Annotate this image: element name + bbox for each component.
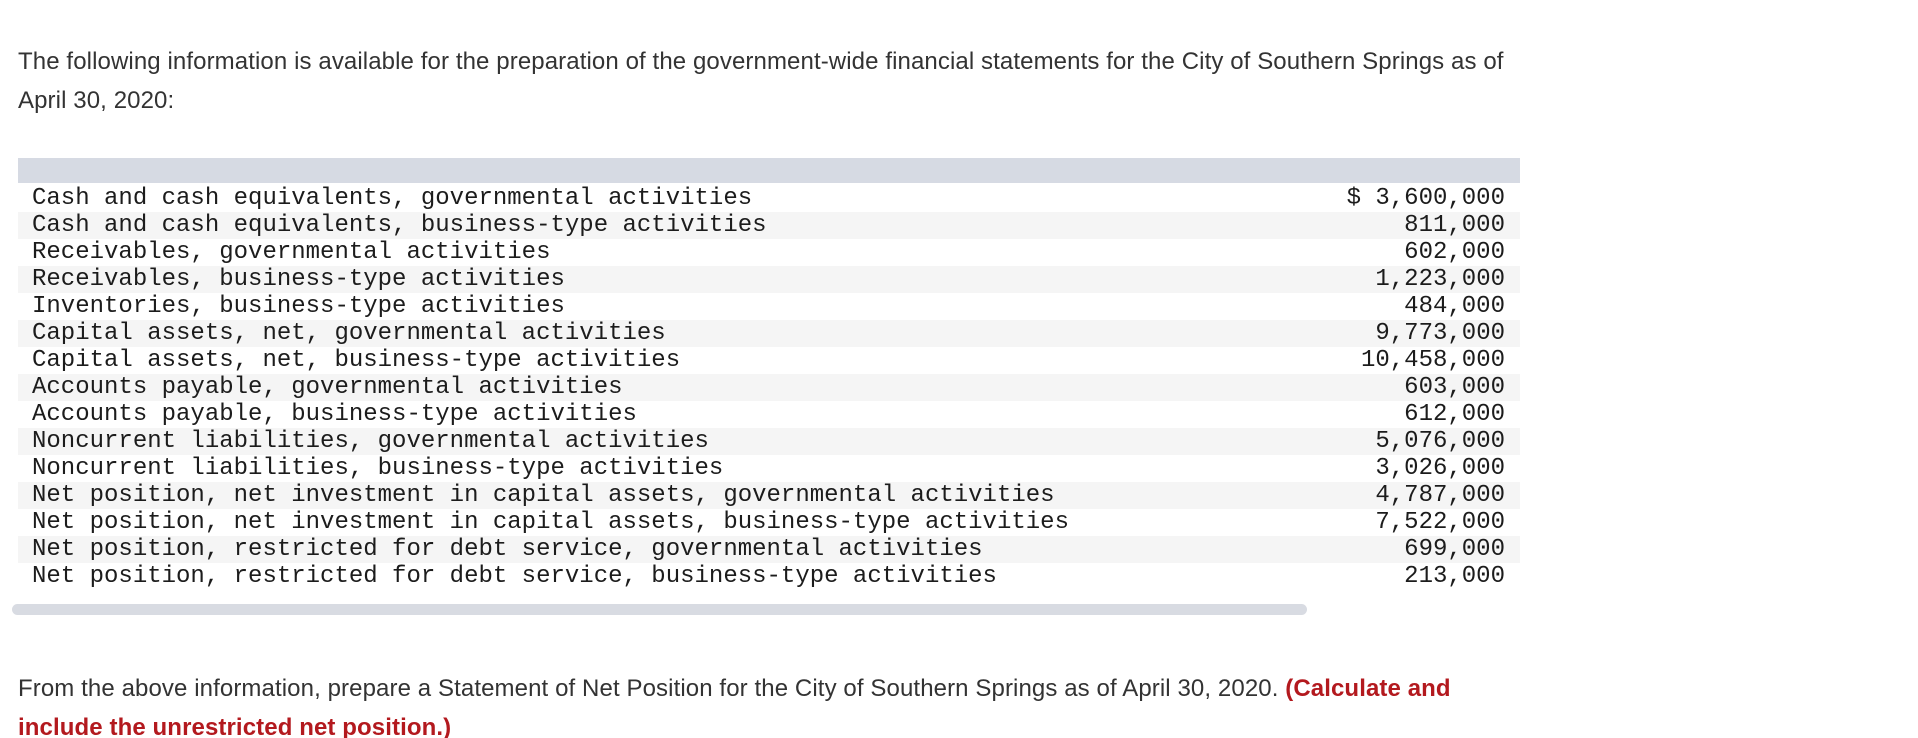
table-row: Net position, restricted for debt servic… <box>18 536 1520 563</box>
instruction-emphasis-red: (Calculate and include the unrestricted … <box>18 675 1451 738</box>
table-body: Cash and cash equivalents, governmental … <box>18 185 1520 590</box>
row-label: Net position, restricted for debt servic… <box>32 563 997 590</box>
row-value: 811,000 <box>1404 212 1505 239</box>
row-label: Accounts payable, business-type activiti… <box>32 401 637 428</box>
row-value: 602,000 <box>1404 239 1505 266</box>
financial-data-table: Cash and cash equivalents, governmental … <box>12 158 1520 615</box>
row-label: Net position, net investment in capital … <box>32 509 1069 536</box>
row-value: 4,787,000 <box>1375 482 1505 509</box>
row-value: 3,026,000 <box>1375 455 1505 482</box>
row-value: 603,000 <box>1404 374 1505 401</box>
row-label: Noncurrent liabilities, business-type ac… <box>32 455 724 482</box>
table-row: Accounts payable, business-type activiti… <box>18 401 1520 428</box>
table-row: Receivables, business-type activities 1,2… <box>18 266 1520 293</box>
row-value: 7,522,000 <box>1375 509 1505 536</box>
row-label: Inventories, business-type activities <box>32 293 565 320</box>
row-value: 699,000 <box>1404 536 1505 563</box>
table-row: Cash and cash equivalents, business-type… <box>18 212 1520 239</box>
row-value: 484,000 <box>1404 293 1505 320</box>
row-value: 5,076,000 <box>1375 428 1505 455</box>
table-row: Accounts payable, governmental activitie… <box>18 374 1520 401</box>
table-row: Net position, net investment in capital … <box>18 482 1520 509</box>
row-label: Receivables, business-type activities <box>32 266 565 293</box>
table-row: Net position, net investment in capital … <box>18 509 1520 536</box>
table-row: Capital assets, net, business-type activ… <box>18 347 1520 374</box>
instruction-paragraph: From the above information, prepare a St… <box>18 669 1528 738</box>
horizontal-scrollbar[interactable] <box>12 604 1307 615</box>
row-value: 213,000 <box>1404 563 1505 590</box>
row-label: Cash and cash equivalents, business-type… <box>32 212 767 239</box>
table-header-band <box>18 158 1520 183</box>
row-label: Capital assets, net, governmental activi… <box>32 320 666 347</box>
table-row: Receivables, governmental activities 602,… <box>18 239 1520 266</box>
table-row: Capital assets, net, governmental activi… <box>18 320 1520 347</box>
row-label: Receivables, governmental activities <box>32 239 551 266</box>
row-label: Accounts payable, governmental activitie… <box>32 374 623 401</box>
row-value: $ 3,600,000 <box>1346 185 1505 212</box>
table-row: Noncurrent liabilities, business-type ac… <box>18 455 1520 482</box>
table-row: Net position, restricted for debt servic… <box>18 563 1520 590</box>
table-row: Noncurrent liabilities, governmental act… <box>18 428 1520 455</box>
row-value: 9,773,000 <box>1375 320 1505 347</box>
instruction-text: From the above information, prepare a St… <box>18 675 1286 702</box>
row-label: Cash and cash equivalents, governmental … <box>32 185 753 212</box>
row-label: Capital assets, net, business-type activ… <box>32 347 681 374</box>
row-label: Noncurrent liabilities, governmental act… <box>32 428 709 455</box>
row-value: 612,000 <box>1404 401 1505 428</box>
row-label: Net position, restricted for debt servic… <box>32 536 983 563</box>
table-row: Cash and cash equivalents, governmental … <box>18 185 1520 212</box>
row-value: 10,458,000 <box>1360 347 1505 374</box>
table-row: Inventories, business-type activities 484… <box>18 293 1520 320</box>
row-label: Net position, net investment in capital … <box>32 482 1055 509</box>
row-value: 1,223,000 <box>1375 266 1505 293</box>
intro-paragraph: The following information is available f… <box>18 48 1504 114</box>
